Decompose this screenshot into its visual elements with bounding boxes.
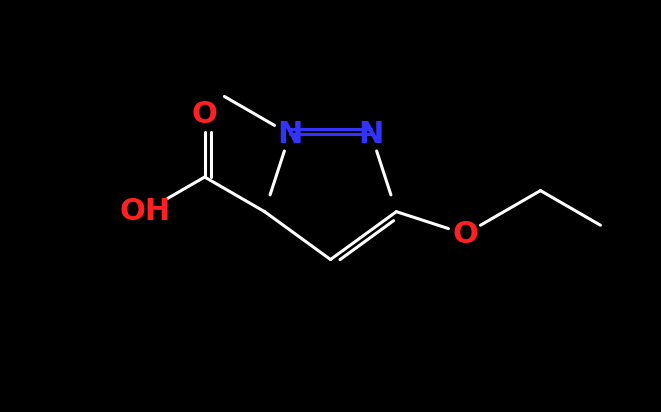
- Text: O: O: [192, 100, 217, 129]
- Text: N: N: [358, 120, 384, 149]
- Text: O: O: [452, 220, 478, 248]
- Text: N: N: [277, 120, 303, 149]
- Text: OH: OH: [119, 197, 171, 226]
